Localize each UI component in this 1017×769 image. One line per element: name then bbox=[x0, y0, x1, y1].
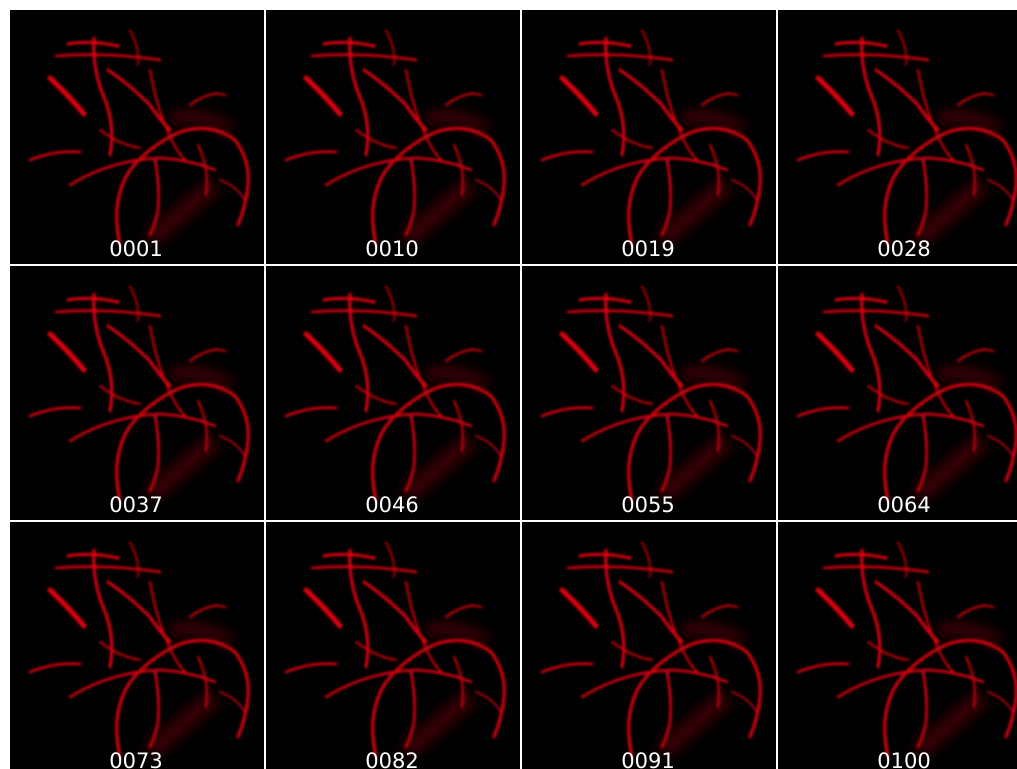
frame-tile: 0019 bbox=[522, 10, 776, 264]
frame-image bbox=[778, 10, 1017, 264]
frame-label: 0091 bbox=[621, 749, 674, 769]
frame-tile: 0028 bbox=[778, 10, 1017, 264]
frame-label: 0019 bbox=[621, 237, 674, 261]
frame-label: 0082 bbox=[365, 749, 418, 769]
frame-tile: 0037 bbox=[10, 266, 264, 520]
frame-image bbox=[778, 522, 1017, 769]
frame-tile: 0082 bbox=[266, 522, 520, 769]
frame-label: 0037 bbox=[109, 493, 162, 517]
frame-label: 0064 bbox=[877, 493, 930, 517]
frame-label: 0100 bbox=[877, 749, 930, 769]
frame-label: 0073 bbox=[109, 749, 162, 769]
frame-tile: 0064 bbox=[778, 266, 1017, 520]
frame-label: 0028 bbox=[877, 237, 930, 261]
frame-tile: 0100 bbox=[778, 522, 1017, 769]
frame-label: 0046 bbox=[365, 493, 418, 517]
frame-tile: 0001 bbox=[10, 10, 264, 264]
tile-grid: 0001 0010 0019 0028 0037 0046 0055 0064 0073 0082… bbox=[10, 10, 1017, 769]
frame-image bbox=[778, 266, 1017, 520]
page: 0001 0010 0019 0028 0037 0046 0055 0064 0073 0082… bbox=[0, 0, 1017, 769]
frame-tile: 0055 bbox=[522, 266, 776, 520]
frame-tile: 0073 bbox=[10, 522, 264, 769]
frame-tile: 0046 bbox=[266, 266, 520, 520]
frame-tile: 0091 bbox=[522, 522, 776, 769]
frame-label: 0010 bbox=[365, 237, 418, 261]
montage: 0001 0010 0019 0028 0037 0046 0055 0064 0073 0082… bbox=[0, 0, 1017, 769]
frame-label: 0001 bbox=[109, 237, 162, 261]
frame-label: 0055 bbox=[621, 493, 674, 517]
frame-tile: 0010 bbox=[266, 10, 520, 264]
